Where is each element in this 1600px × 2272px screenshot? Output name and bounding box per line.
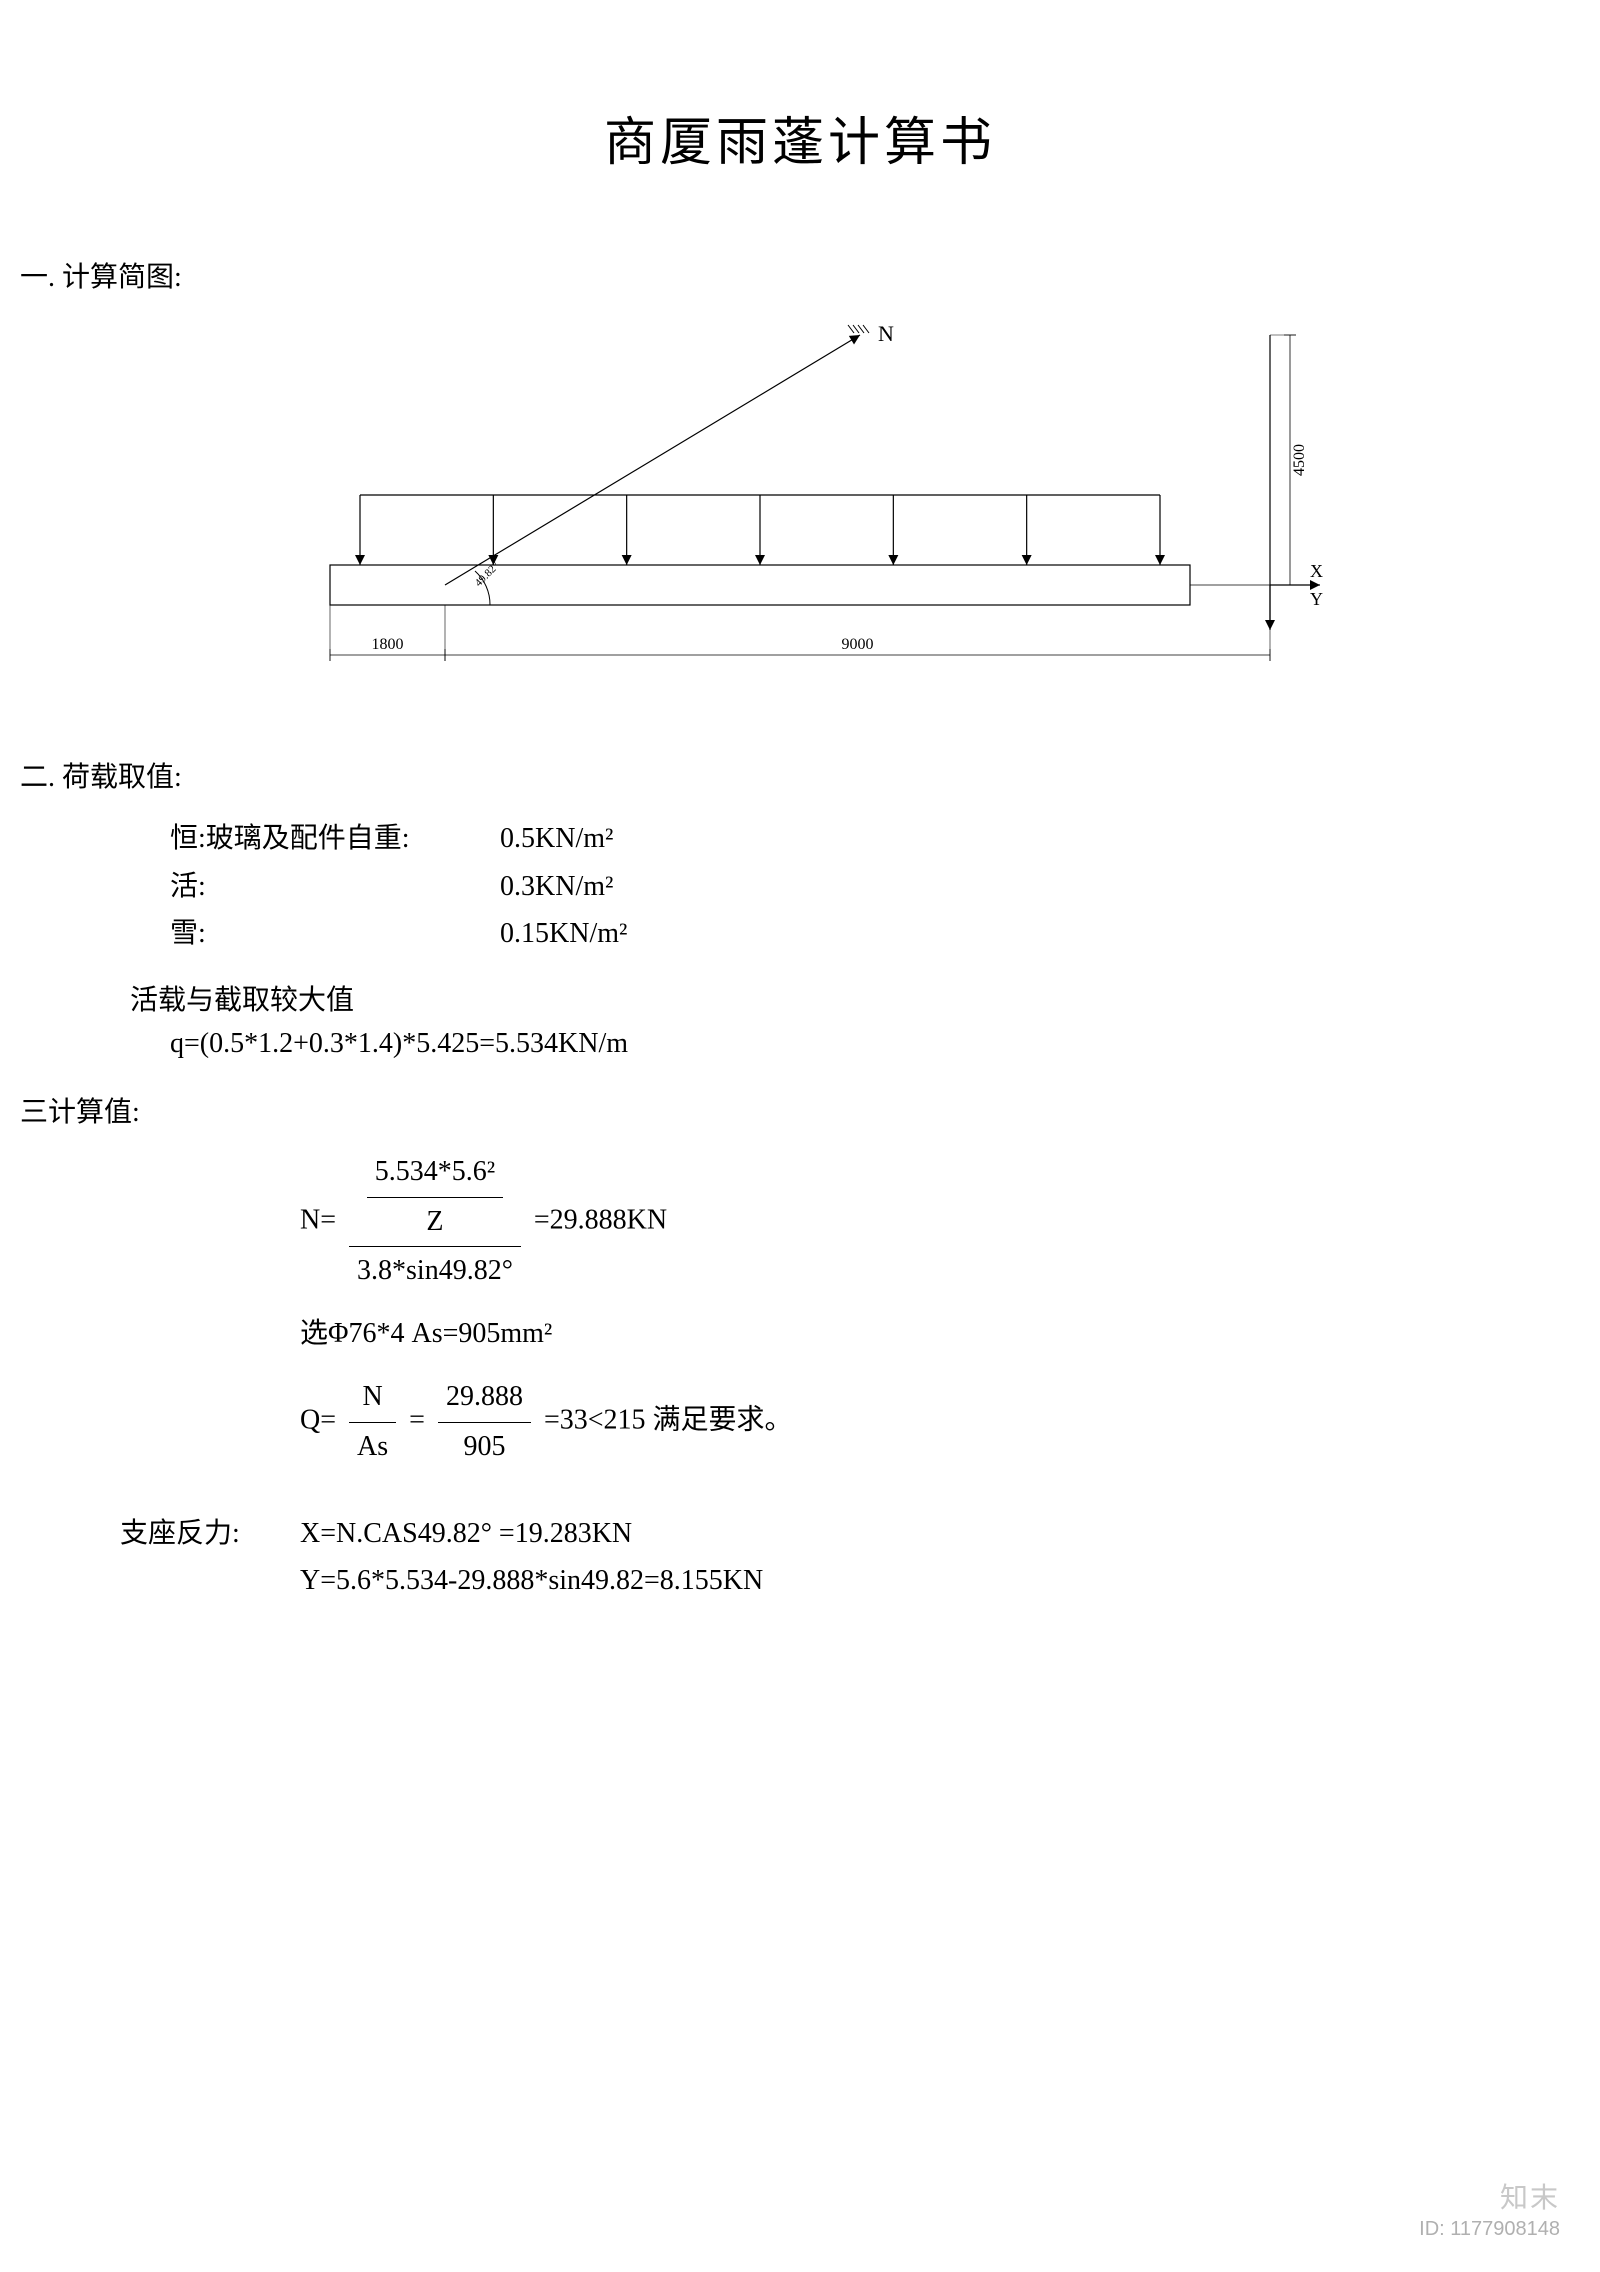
live-load-label: 活: xyxy=(170,863,500,911)
dead-load-label: 恒:玻璃及配件自重: xyxy=(170,815,500,863)
load-values: 恒:玻璃及配件自重: 0.5KN/m² 活: 0.3KN/m² 雪: 0.15K… xyxy=(170,815,1580,958)
reaction-forces: 支座反力: X=N.CAS49.82° =19.283KN Y=5.6*5.53… xyxy=(120,1510,1580,1605)
svg-text:N: N xyxy=(878,321,894,346)
section-3-heading: 三计算值: xyxy=(20,1090,1580,1130)
svg-text:X: X xyxy=(1310,561,1323,581)
svg-text:1800: 1800 xyxy=(372,636,404,653)
svg-text:9000: 9000 xyxy=(842,636,874,653)
calculation-block: N= 5.534*5.6² Z 3.8*sin49.82° =29.888KN … xyxy=(300,1150,1580,1470)
snow-load-value: 0.15KN/m² xyxy=(500,910,627,958)
dead-load-value: 0.5KN/m² xyxy=(500,815,613,863)
snow-load-label: 雪: xyxy=(170,910,500,958)
reaction-label: 支座反力: xyxy=(120,1510,300,1558)
watermark-footer: 知末 ID: 1177908148 xyxy=(1419,2180,1560,2242)
image-id: ID: 1177908148 xyxy=(1419,2216,1560,2242)
document-title: 商厦雨蓬计算书 xyxy=(20,100,1580,175)
section-2-heading: 二. 荷载取值: xyxy=(20,755,1580,795)
brand-watermark: 知末 xyxy=(1419,2180,1560,2216)
svg-text:Y: Y xyxy=(1310,589,1323,609)
n-equation: N= 5.534*5.6² Z 3.8*sin49.82° =29.888KN xyxy=(300,1150,1580,1294)
svg-text:4500: 4500 xyxy=(1291,444,1308,476)
section-1-heading: 一. 计算简图: xyxy=(20,255,1580,295)
svg-text:49.82°: 49.82° xyxy=(473,560,502,589)
section-choice: 选Φ76*4 As=905mm² xyxy=(300,1312,1580,1357)
reaction-y: Y=5.6*5.534-29.888*sin49.82=8.155KN xyxy=(300,1557,763,1605)
q-equation: Q= N As = 29.888 905 =33<215 满足要求。 xyxy=(300,1375,1580,1470)
calculation-diagram: N 49.82° XY 1800 9000 4500 xyxy=(270,315,1470,695)
live-load-value: 0.3KN/m² xyxy=(500,863,613,911)
q-equation: q=(0.5*1.2+0.3*1.4)*5.425=5.534KN/m xyxy=(170,1028,1580,1060)
load-note: 活载与截取较大值 xyxy=(130,978,1580,1018)
reaction-x: X=N.CAS49.82° =19.283KN xyxy=(300,1510,632,1558)
